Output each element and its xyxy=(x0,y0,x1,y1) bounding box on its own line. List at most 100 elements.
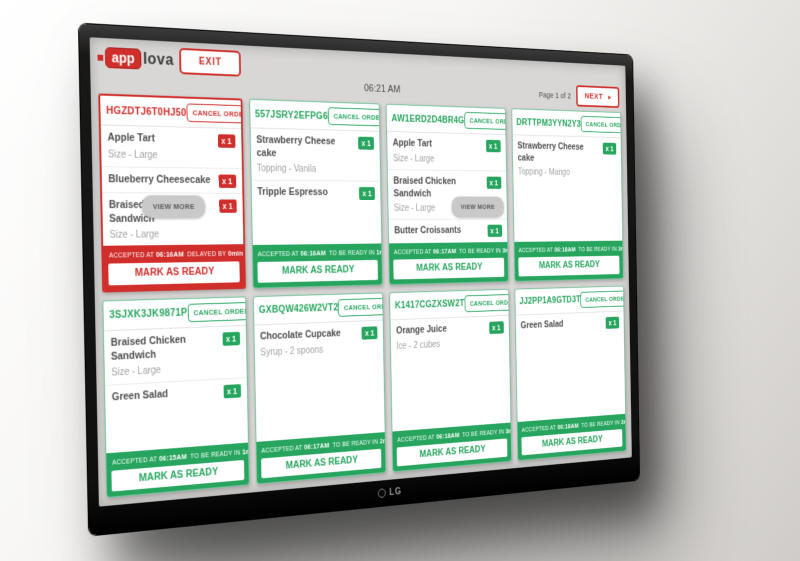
order-footer-status: ACCEPTED AT 06:18AM TO BE READY IN 3min xyxy=(518,245,624,255)
order-id: JJ2PP1A9GTD3T xyxy=(519,294,581,307)
kitchen-display-screen: app lova EXIT 06:21 AM Page 1 of 2 NEXT … xyxy=(89,37,632,507)
quantity-badge: x 1 xyxy=(486,176,501,189)
item-name: Chocolate Cupcake xyxy=(259,327,341,342)
order-card: HGZDTJ6T0HJ50 CANCEL ORDER Apple Tart x 1… xyxy=(98,93,246,293)
item-modifier: Topping - Mango xyxy=(517,167,571,178)
accepted-time: 06:17AM xyxy=(432,247,457,256)
accepted-label: ACCEPTED AT xyxy=(257,251,299,259)
item-name: Braised Chicken Sandwich xyxy=(110,333,186,363)
item-name: Tripple Espresso xyxy=(257,186,328,199)
view-more-button[interactable]: VIEW MORE xyxy=(451,196,504,218)
applova-logo: app lova xyxy=(97,47,174,71)
next-page-label: NEXT xyxy=(584,91,604,102)
cancel-order-button[interactable]: CANCEL ORDER xyxy=(186,103,246,124)
cancel-order-button[interactable]: CANCEL ORDER xyxy=(464,293,512,312)
accepted-time: 06:16AM xyxy=(300,249,326,258)
quantity-badge: x 1 xyxy=(359,187,375,201)
accepted-time: 06:18AM xyxy=(554,245,576,254)
exit-button[interactable]: EXIT xyxy=(179,47,242,77)
order-footer: ACCEPTED AT 06:18AM TO BE READY IN 3min … xyxy=(517,413,627,461)
accepted-time: 06:17AM xyxy=(303,440,330,452)
item-name: Orange Juice xyxy=(396,323,447,336)
order-id: HGZDTJ6T0HJ50 xyxy=(106,104,187,119)
status-value: 0mins xyxy=(227,249,246,259)
item-modifier: Size - Large xyxy=(109,229,160,242)
status-label: TO BE READY IN xyxy=(459,248,501,256)
order-id: K1417CGZXSW2T xyxy=(394,298,465,312)
cancel-order-button[interactable]: CANCEL ORDER xyxy=(580,289,627,308)
order-item: Chocolate Cupcake x 1 Syrup - 2 spoons xyxy=(254,320,383,364)
order-footer-status: ACCEPTED AT 06:16AM TO BE READY IN 1min xyxy=(257,248,383,259)
order-item: Tripple Espresso x 1 xyxy=(251,179,381,205)
quantity-badge: x 1 xyxy=(605,316,620,329)
status-value: 3min xyxy=(620,417,627,426)
accepted-time: 06:16AM xyxy=(155,250,184,260)
next-arrow-icon: ▸ xyxy=(608,93,612,101)
mark-as-ready-button[interactable]: MARK AS READY xyxy=(396,438,508,467)
order-item: Strawberry Cheese cake x 1 Topping - Mang… xyxy=(512,135,621,183)
logo-app-text: app xyxy=(104,47,142,70)
tv-bezel: app lova EXIT 06:21 AM Page 1 of 2 NEXT … xyxy=(78,23,640,536)
accepted-time: 06:15AM xyxy=(158,451,187,463)
quantity-badge: x 1 xyxy=(488,320,504,334)
quantity-badge: x 1 xyxy=(602,142,617,155)
order-item: Orange Juice x 1 Ice - 2 cubes xyxy=(390,315,508,357)
order-id: AW1ERD2D4BR4G xyxy=(391,112,465,126)
quantity-badge: x 1 xyxy=(222,331,240,346)
item-modifier: Topping - Vanila xyxy=(256,163,317,175)
mark-as-ready-button[interactable]: MARK AS READY xyxy=(517,256,620,277)
status-value: 1min xyxy=(241,446,250,457)
status-label: TO BE READY IN xyxy=(190,449,241,461)
order-card-header: 557JSRY2EFPG6 CANCEL ORDER xyxy=(249,99,383,132)
accepted-label: ACCEPTED AT xyxy=(397,434,435,444)
cancel-order-button[interactable]: CANCEL ORDER xyxy=(464,111,509,131)
item-name: Blueberry Cheesecake xyxy=(108,173,211,186)
order-card-header: AW1ERD2D4BR4G CANCEL ORDER xyxy=(386,104,509,136)
quantity-badge: x 1 xyxy=(218,199,237,213)
logo-lova-text: lova xyxy=(142,50,175,69)
cancel-order-button[interactable]: CANCEL ORDER xyxy=(327,107,383,127)
quantity-badge: x 1 xyxy=(358,136,375,150)
order-items: Strawberry Cheese cake x 1 Topping - Mang… xyxy=(512,135,622,242)
lg-brand-text: LG xyxy=(389,486,402,498)
order-item: Butter Croissants x 1 xyxy=(388,218,507,243)
status-value: 3min xyxy=(505,426,512,435)
order-items: Orange Juice x 1 Ice - 2 cubes xyxy=(390,315,510,431)
tv-monitor: app lova EXIT 06:21 AM Page 1 of 2 NEXT … xyxy=(78,23,640,536)
item-name: Strawberry Cheese cake xyxy=(256,134,336,160)
order-item: Blueberry Cheesecake x 1 xyxy=(101,166,242,193)
order-card: K1417CGZXSW2T CANCEL ORDER Orange Juice x… xyxy=(389,288,512,473)
order-id: GXBQW426W2VT2 xyxy=(258,302,339,316)
accepted-label: ACCEPTED AT xyxy=(521,424,556,434)
order-items: Apple Tart x 1 Size - Large Braised Chick… xyxy=(387,132,507,244)
order-id: DRTTPM3YYN2Y3 xyxy=(516,116,581,129)
order-card: AW1ERD2D4BR4G CANCEL ORDER Apple Tart x 1… xyxy=(385,103,509,285)
next-page-button[interactable]: NEXT ▸ xyxy=(576,85,620,108)
cancel-order-button[interactable]: CANCEL ORDER xyxy=(338,296,387,317)
accepted-label: ACCEPTED AT xyxy=(518,247,553,255)
order-items: Strawberry Cheese cake x 1 Topping - Vani… xyxy=(250,128,381,245)
accepted-label: ACCEPTED AT xyxy=(112,456,158,467)
accepted-label: ACCEPTED AT xyxy=(108,252,155,260)
accepted-label: ACCEPTED AT xyxy=(393,249,432,257)
item-name: Strawberry Cheese cake xyxy=(517,140,584,164)
status-value: 3min xyxy=(618,245,624,253)
order-footer: ACCEPTED AT 06:15AM TO BE READY IN 1min … xyxy=(106,442,250,497)
order-card: 3SJXK3JK9871P CANCEL ORDER Braised Chick… xyxy=(102,295,250,499)
order-items: Green Salad x 1 xyxy=(515,311,625,422)
quantity-badge: x 1 xyxy=(487,224,502,238)
cancel-order-button[interactable]: CANCEL ORDER xyxy=(187,301,250,322)
item-modifier: Size - Large xyxy=(111,365,162,379)
cancel-order-button[interactable]: CANCEL ORDER xyxy=(580,115,624,134)
order-card: DRTTPM3YYN2Y3 CANCEL ORDER Strawberry Ch… xyxy=(511,108,624,282)
quantity-badge: x 1 xyxy=(485,139,501,153)
status-value: 3min xyxy=(502,246,509,255)
order-footer-status: ACCEPTED AT 06:17AM TO BE READY IN 3min xyxy=(393,247,508,257)
order-footer-status: ACCEPTED AT 06:16AM DELAYED BY 0mins xyxy=(108,249,246,260)
mark-as-ready-button[interactable]: MARK AS READY xyxy=(521,428,623,456)
mark-as-ready-button[interactable]: MARK AS READY xyxy=(108,261,240,285)
mark-as-ready-button[interactable]: MARK AS READY xyxy=(393,258,504,280)
mark-as-ready-button[interactable]: MARK AS READY xyxy=(256,260,378,283)
view-more-button[interactable]: VIEW MORE xyxy=(141,195,206,218)
order-item: Green Salad x 1 xyxy=(515,311,623,337)
